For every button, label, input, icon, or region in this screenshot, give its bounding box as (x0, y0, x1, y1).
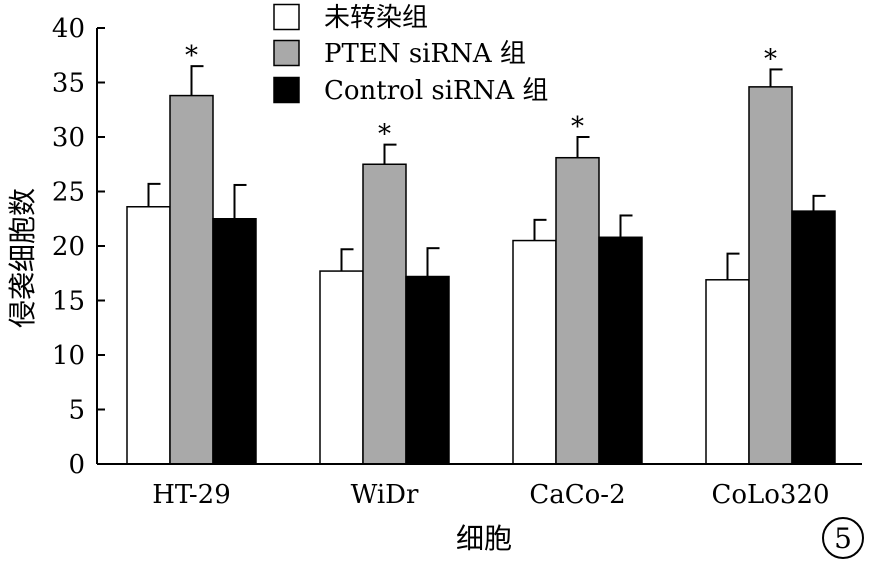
significance-marker: * (571, 112, 584, 142)
bar (555, 156, 600, 465)
x-tick-labels: HT-29 WiDr CaCo-2 CoLo320 (152, 480, 829, 510)
legend-swatch (273, 76, 300, 104)
bar (319, 270, 364, 465)
y-tick-label: 10 (52, 341, 85, 371)
bar (212, 218, 257, 465)
legend-swatch (273, 39, 300, 67)
y-tick-label: 30 (52, 123, 85, 153)
bar (126, 206, 171, 465)
panel-number-label: 5 (834, 522, 852, 555)
x-tick-label: WiDr (351, 480, 419, 510)
legend-label: PTEN siRNA 组 (324, 39, 526, 69)
panel-number-circle (822, 517, 864, 559)
x-axis-title: 细胞 (456, 522, 512, 555)
bar-group-ht-29: * (126, 41, 257, 465)
y-tick-label: 0 (68, 450, 85, 480)
y-axis-title: 侵袭细胞数 (6, 188, 39, 328)
legend-item: 未转染组 (273, 3, 428, 33)
bar (748, 86, 793, 465)
legend-swatch (273, 3, 300, 31)
legend-label: 未转染组 (324, 3, 428, 33)
bar (362, 163, 407, 465)
x-tick-label: CoLo320 (711, 480, 829, 510)
bar (405, 275, 450, 465)
significance-marker: * (378, 120, 391, 150)
y-tick-label: 20 (52, 232, 85, 262)
legend-item: Control siRNA 组 (273, 76, 548, 106)
bar (705, 279, 750, 465)
y-tick-label: 25 (52, 178, 85, 208)
bar (598, 236, 643, 465)
bar-group-widr: * (319, 120, 450, 465)
significance-marker: * (185, 41, 198, 71)
bar (791, 210, 836, 465)
bar-group-caco-2: * (512, 112, 643, 465)
bar (512, 239, 557, 465)
y-tick-label: 40 (52, 14, 85, 44)
bar (169, 94, 214, 465)
y-tick-label: 15 (52, 287, 85, 317)
x-tick-label: CaCo-2 (529, 480, 625, 510)
panel-number: 5 (822, 517, 864, 559)
y-tick-label: 5 (68, 396, 85, 426)
legend-label: Control siRNA 组 (324, 76, 548, 106)
y-ticks: 0 5 10 15 20 25 30 35 40 (52, 14, 105, 480)
legend: 未转染组 PTEN siRNA 组 Control siRNA 组 (273, 3, 548, 106)
bar-group-colo320: * (705, 44, 836, 465)
y-tick-label: 35 (52, 69, 85, 99)
legend-item: PTEN siRNA 组 (273, 39, 526, 69)
x-tick-label: HT-29 (152, 480, 231, 510)
significance-marker: * (764, 44, 777, 74)
